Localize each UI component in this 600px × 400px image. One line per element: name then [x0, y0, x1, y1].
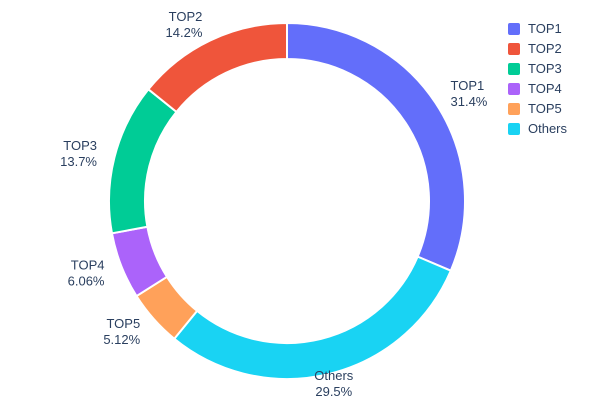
slice-label-TOP3: TOP3 13.7% — [60, 138, 97, 169]
legend-swatch-icon — [508, 42, 520, 55]
slice-label-TOP4: TOP4 6.06% — [68, 257, 105, 288]
slice-label-TOP5: TOP5 5.12% — [103, 316, 140, 347]
legend-swatch-icon — [508, 22, 520, 35]
slice-label-TOP2: TOP2 14.2% — [166, 9, 203, 40]
legend-item-TOP2[interactable]: TOP2 — [508, 42, 567, 55]
legend: TOP1 TOP2 TOP3 TOP4 TOP5 Others — [508, 22, 567, 135]
legend-swatch-icon — [508, 62, 520, 75]
legend-item-Others[interactable]: Others — [508, 122, 567, 135]
legend-swatch-icon — [508, 102, 520, 115]
legend-label: TOP5 — [528, 101, 562, 116]
legend-swatch-icon — [508, 122, 520, 135]
slice-label-TOP1: TOP1 31.4% — [451, 78, 488, 109]
legend-item-TOP1[interactable]: TOP1 — [508, 22, 567, 35]
pie-slice-TOP1[interactable] — [286, 22, 466, 272]
legend-label: Others — [528, 121, 568, 136]
legend-swatch-icon — [508, 82, 520, 95]
legend-label: TOP1 — [528, 21, 562, 36]
legend-label: TOP4 — [528, 81, 562, 96]
pie-slice-TOP2[interactable] — [147, 22, 288, 113]
legend-label: TOP3 — [528, 61, 562, 76]
pie-slice-TOP3[interactable] — [108, 88, 178, 235]
legend-item-TOP3[interactable]: TOP3 — [508, 62, 567, 75]
pie-slice-Others[interactable] — [173, 255, 452, 380]
legend-item-TOP5[interactable]: TOP5 — [508, 102, 567, 115]
legend-item-TOP4[interactable]: TOP4 — [508, 82, 567, 95]
slice-label-Others: Others 29.5% — [314, 368, 354, 399]
legend-label: TOP2 — [528, 41, 562, 56]
